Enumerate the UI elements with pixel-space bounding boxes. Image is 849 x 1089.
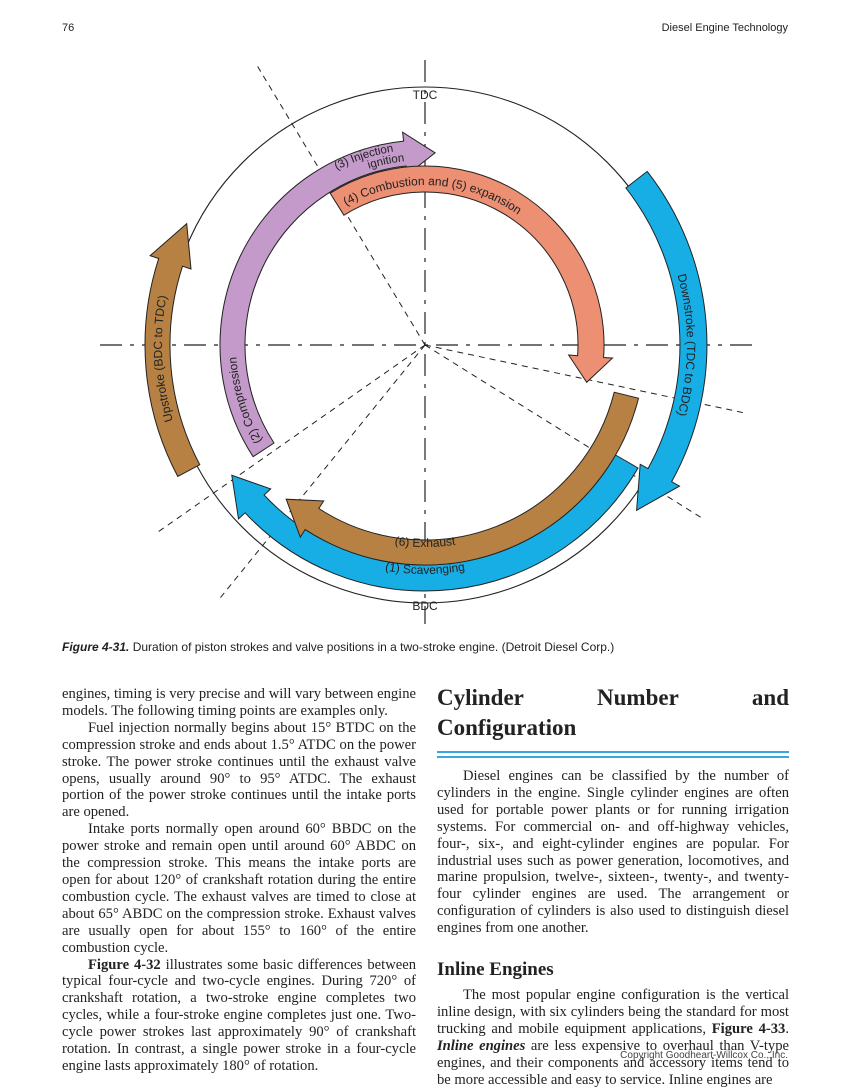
- left-column: engines, timing is very precise and will…: [62, 686, 416, 1075]
- paragraph: Fuel injection normally begins about 15°…: [62, 720, 416, 821]
- running-title: Diesel Engine Technology: [661, 22, 788, 34]
- copyright: Copyright Goodheart-Willcox Co., Inc.: [620, 1050, 788, 1061]
- paragraph: Diesel engines can be classified by the …: [437, 768, 789, 937]
- stroke-arrow: [144, 222, 201, 478]
- text-run: engines, timing is very precise and will…: [62, 686, 416, 719]
- heading-rule: [437, 751, 789, 758]
- stroke-arrow: [329, 165, 614, 384]
- tdc-label: TDC: [413, 88, 438, 102]
- text-run: Fuel injection normally begins about 15°…: [62, 719, 416, 821]
- text-run: Intake ports normally open around 60° BB…: [62, 821, 416, 956]
- text-run: Figure 4-32: [88, 956, 161, 973]
- text-run: .: [785, 1020, 789, 1037]
- text-run: are less expensive to overhaul than V-ty…: [437, 1037, 789, 1088]
- diagram-label-text: (1) Scavenging: [384, 560, 466, 577]
- paragraph: The most popular engine configuration is…: [437, 987, 789, 1088]
- text-run: Diesel engines can be classified by the …: [437, 768, 789, 937]
- paragraph: Figure 4-32 illustrates some basic diffe…: [62, 957, 416, 1075]
- stroke-arrow: [219, 131, 436, 458]
- section-heading: Cylinder Number and Configuration: [437, 685, 789, 740]
- text-run: Figure 4-33: [711, 1020, 786, 1037]
- paragraph: engines, timing is very precise and will…: [62, 686, 416, 720]
- timing-line: [216, 344, 426, 602]
- subsection-body: The most popular engine configuration is…: [437, 987, 789, 1088]
- stroke-arrow: [625, 170, 708, 512]
- bdc-label: BDC: [412, 599, 438, 613]
- right-column: Cylinder Number and Configuration Diesel…: [437, 683, 789, 1089]
- figure-caption: Figure 4-31. Duration of piston strokes …: [62, 640, 802, 654]
- paragraph: Intake ports normally open around 60° BB…: [62, 821, 416, 956]
- text-run: Inline engines: [437, 1037, 526, 1054]
- stroke-arrow: [285, 391, 640, 566]
- diagram-label: (6) Exhaust: [394, 534, 457, 550]
- diagram-label: (1) Scavenging: [384, 560, 466, 577]
- section-body: Diesel engines can be classified by the …: [437, 768, 789, 937]
- subsection-heading: Inline Engines: [437, 959, 554, 981]
- text-run: The most popular engine configuration is…: [437, 987, 789, 1037]
- timing-line: [154, 344, 426, 535]
- caption-label: Figure 4-31.: [62, 640, 130, 654]
- text-run: illustrates some basic differences betwe…: [62, 956, 416, 1074]
- caption-text: Duration of piston strokes and valve pos…: [132, 640, 615, 654]
- diagram-label-text: (6) Exhaust: [394, 534, 457, 550]
- page-number: 76: [62, 22, 75, 34]
